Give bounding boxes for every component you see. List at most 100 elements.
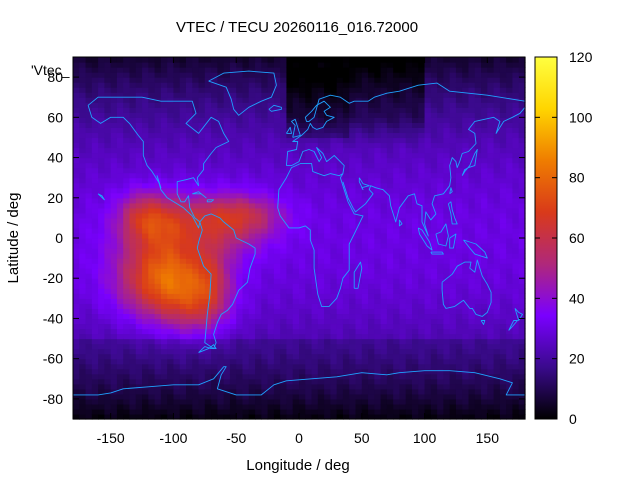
heatmap-cell	[85, 217, 93, 224]
heatmap-cell	[493, 258, 501, 264]
heatmap-cell	[236, 132, 244, 139]
heatmap-cell	[317, 308, 325, 315]
heatmap-cell	[223, 398, 231, 405]
heatmap-cell	[198, 167, 206, 174]
heatmap-cell	[374, 157, 382, 164]
heatmap-cell	[487, 177, 495, 184]
heatmap-cell	[198, 217, 206, 224]
heatmap-cell	[462, 388, 470, 395]
heatmap-cell	[217, 162, 225, 169]
heatmap-cell	[474, 222, 482, 229]
heatmap-cell	[493, 398, 501, 405]
heatmap-cell	[98, 413, 105, 420]
heatmap-cell	[242, 207, 250, 214]
heatmap-cell	[280, 132, 288, 139]
heatmap-cell	[405, 403, 413, 410]
heatmap-cell	[85, 318, 93, 325]
heatmap-cell	[255, 137, 262, 144]
heatmap-cell	[449, 273, 457, 279]
heatmap-cell	[292, 67, 300, 73]
heatmap-cell	[186, 232, 193, 239]
heatmap-cell	[330, 162, 338, 169]
heatmap-cell	[255, 142, 262, 149]
heatmap-cell	[305, 202, 313, 209]
heatmap-cell	[204, 273, 212, 279]
heatmap-cell	[123, 152, 131, 159]
heatmap-cell	[148, 238, 156, 244]
heatmap-cell	[311, 67, 319, 73]
heatmap-cell	[336, 67, 344, 73]
heatmap-cell	[142, 393, 149, 400]
heatmap-cell	[342, 303, 350, 309]
heatmap-cell	[430, 57, 438, 63]
heatmap-cell	[135, 293, 143, 299]
heatmap-cell	[217, 308, 225, 315]
heatmap-cell	[317, 222, 325, 229]
heatmap-cell	[330, 398, 338, 405]
heatmap-cell	[481, 363, 488, 370]
heatmap-cell	[361, 187, 369, 194]
heatmap-cell	[468, 278, 476, 284]
heatmap-cell	[418, 62, 426, 68]
heatmap-cell	[242, 318, 250, 325]
heatmap-cell	[261, 403, 269, 410]
heatmap-cell	[499, 162, 507, 169]
heatmap-cell	[330, 413, 338, 420]
heatmap-cell	[198, 202, 206, 209]
heatmap-cell	[267, 308, 275, 315]
heatmap-cell	[405, 62, 413, 68]
heatmap-cell	[380, 102, 388, 108]
heatmap-cell	[412, 318, 419, 325]
heatmap-cell	[499, 207, 507, 214]
heatmap-cell	[386, 353, 394, 360]
heatmap-cell	[85, 273, 93, 279]
heatmap-cell	[242, 197, 250, 204]
heatmap-cell	[437, 197, 444, 204]
heatmap-cell	[380, 197, 388, 204]
heatmap-cell	[506, 283, 514, 289]
heatmap-cell	[148, 92, 156, 98]
heatmap-cell	[430, 238, 438, 244]
heatmap-cell	[468, 142, 476, 149]
heatmap-cell	[405, 82, 413, 88]
heatmap-cell	[85, 227, 93, 234]
heatmap-cell	[311, 378, 319, 385]
heatmap-cell	[267, 207, 275, 214]
heatmap-cell	[430, 268, 438, 274]
heatmap-cell	[374, 388, 382, 395]
heatmap-cell	[116, 373, 124, 380]
heatmap-cell	[173, 222, 181, 229]
heatmap-cell	[267, 313, 275, 320]
heatmap-cell	[299, 413, 306, 420]
heatmap-cell	[248, 62, 256, 68]
heatmap-cell	[336, 147, 344, 154]
heatmap-cell	[449, 202, 457, 209]
heatmap-cell	[305, 238, 313, 244]
heatmap-cell	[242, 408, 250, 415]
heatmap-cell	[330, 137, 338, 144]
heatmap-cell	[98, 142, 105, 149]
heatmap-cell	[336, 177, 344, 184]
heatmap-cell	[324, 192, 331, 199]
heatmap-cell	[217, 258, 225, 264]
heatmap-cell	[280, 232, 288, 239]
heatmap-cell	[223, 373, 231, 380]
heatmap-cell	[449, 393, 457, 400]
heatmap-cell	[179, 67, 187, 73]
heatmap-cell	[292, 187, 300, 194]
heatmap-cell	[73, 212, 80, 219]
heatmap-cell	[129, 403, 137, 410]
heatmap-cell	[299, 102, 306, 108]
heatmap-cell	[462, 293, 470, 299]
heatmap-cell	[173, 248, 181, 254]
heatmap-cell	[349, 358, 357, 365]
heatmap-cell	[493, 373, 501, 380]
heatmap-cell	[493, 318, 501, 325]
heatmap-cell	[393, 222, 401, 229]
heatmap-cell	[255, 243, 262, 249]
heatmap-cell	[85, 253, 93, 259]
heatmap-cell	[286, 383, 294, 390]
heatmap-cell	[361, 157, 369, 164]
heatmap-cell	[160, 127, 168, 134]
heatmap-cell	[261, 102, 269, 108]
